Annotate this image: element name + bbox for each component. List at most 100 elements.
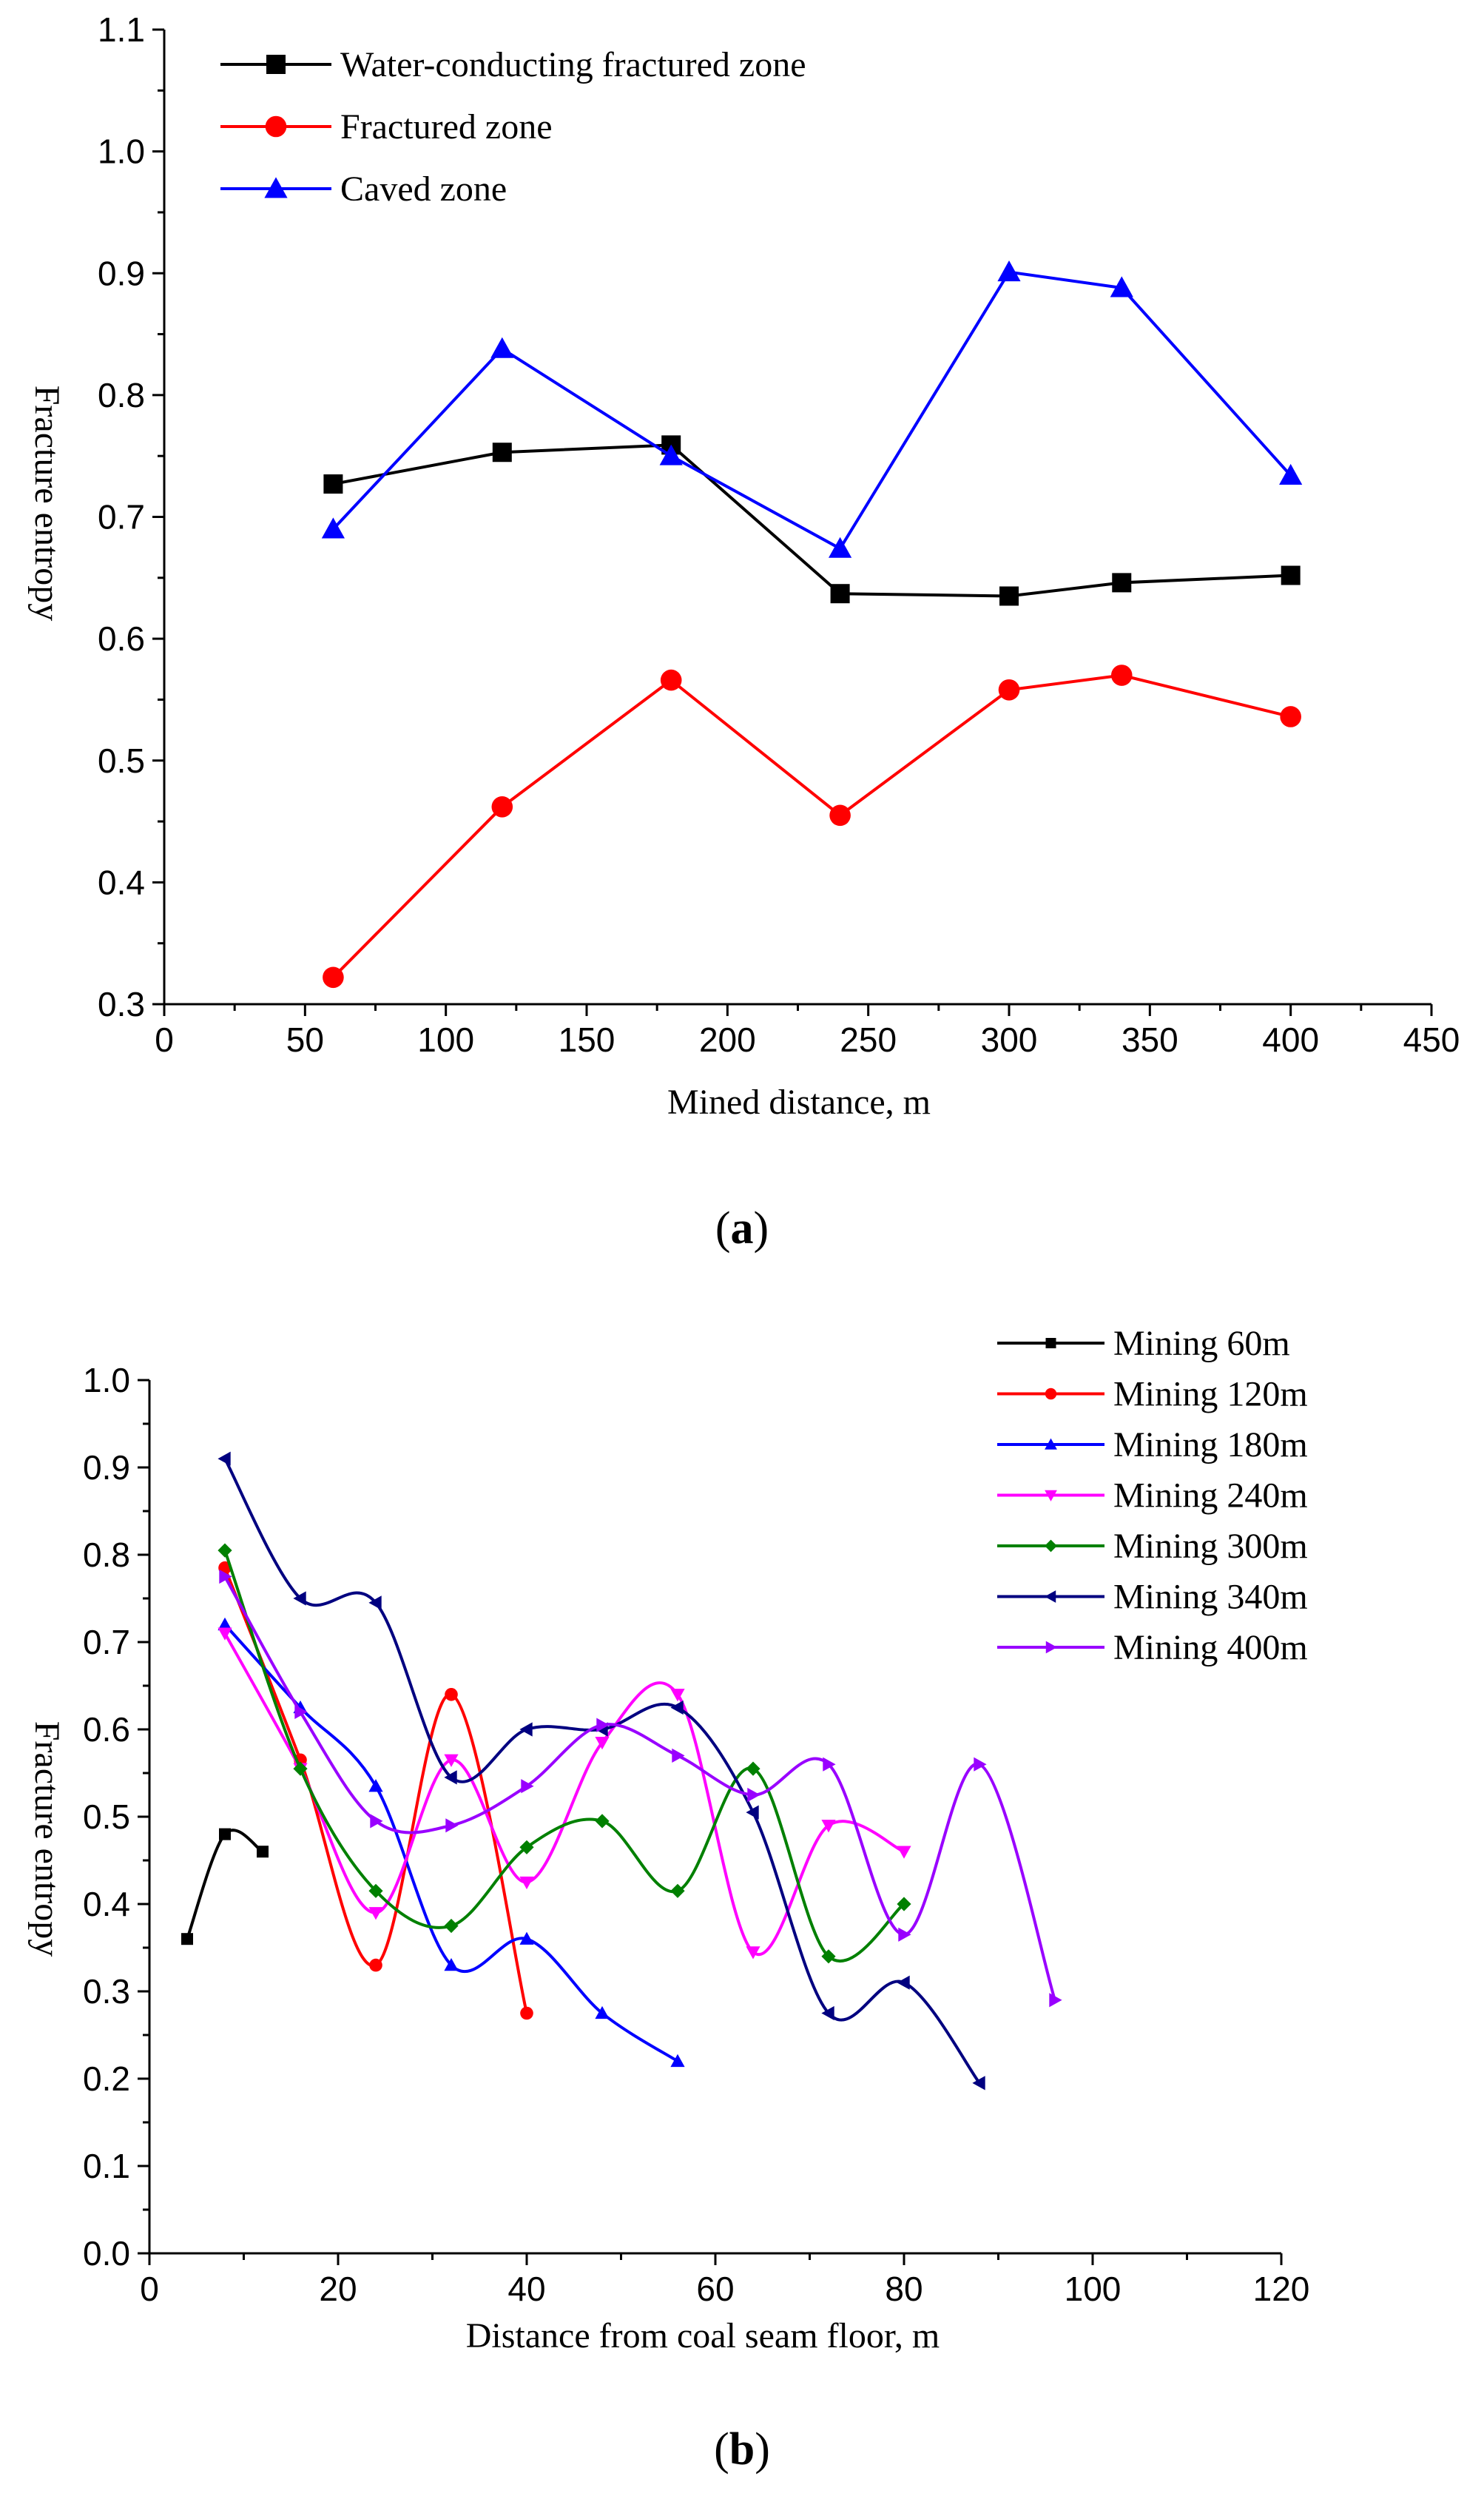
x-tick-label: 0 bbox=[155, 1020, 174, 1059]
data-point bbox=[321, 517, 345, 539]
data-point bbox=[181, 1933, 193, 1945]
data-point bbox=[369, 1958, 382, 1972]
data-point bbox=[444, 1958, 459, 1971]
data-point bbox=[370, 1814, 383, 1829]
legend-label: Caved zone bbox=[340, 169, 507, 209]
series-line bbox=[223, 1458, 981, 2085]
y-tick-label: 0.9 bbox=[83, 1448, 130, 1487]
data-point bbox=[670, 1883, 685, 1898]
y-tick-label: 0.5 bbox=[83, 1797, 130, 1836]
data-point bbox=[519, 1876, 534, 1890]
data-point bbox=[217, 1543, 232, 1558]
series-line bbox=[331, 270, 1292, 551]
data-point bbox=[972, 2076, 985, 2091]
caption-a: (a) bbox=[715, 1203, 769, 1254]
data-point bbox=[219, 1828, 231, 1840]
series-7 bbox=[219, 1569, 1062, 2008]
legend-item: Mining 240m bbox=[997, 1476, 1308, 1516]
y-tick-label: 0.4 bbox=[98, 863, 145, 901]
legend-label: Mining 340m bbox=[1113, 1578, 1308, 1617]
data-point bbox=[293, 1761, 308, 1776]
x-tick-label: 150 bbox=[559, 1020, 615, 1059]
data-point bbox=[997, 260, 1021, 282]
x-tick-label: 0 bbox=[140, 2270, 159, 2308]
data-point bbox=[823, 1757, 836, 1772]
series-5 bbox=[217, 1543, 911, 1964]
legend: Water-conducting fractured zone Fractured… bbox=[220, 45, 806, 209]
series-3 bbox=[321, 260, 1303, 558]
data-point bbox=[293, 1591, 306, 1606]
chart-a-ylabel: Fracture entropy bbox=[27, 386, 67, 622]
data-point bbox=[444, 1918, 459, 1934]
data-point bbox=[1112, 573, 1132, 593]
data-point bbox=[998, 679, 1020, 701]
data-point bbox=[257, 1846, 269, 1858]
series-1 bbox=[181, 1828, 269, 1945]
data-point bbox=[368, 1595, 382, 1610]
y-tick-label: 0.7 bbox=[83, 1623, 130, 1661]
x-tick-label: 100 bbox=[1065, 2270, 1122, 2308]
data-point bbox=[746, 1761, 760, 1776]
data-point bbox=[1110, 276, 1133, 297]
data-point bbox=[1049, 1993, 1062, 2008]
data-point bbox=[1279, 463, 1303, 485]
data-point bbox=[445, 1688, 458, 1701]
data-point bbox=[444, 1754, 459, 1767]
y-tick-label: 1.0 bbox=[98, 132, 145, 171]
series-3 bbox=[217, 1617, 685, 2068]
data-point bbox=[746, 1805, 759, 1820]
y-tick-label: 0.7 bbox=[98, 498, 145, 537]
x-tick-label: 120 bbox=[1253, 2270, 1310, 2308]
data-point bbox=[595, 1737, 610, 1750]
legend-item: Mining 120m bbox=[997, 1375, 1308, 1414]
data-point bbox=[445, 1818, 459, 1833]
data-point bbox=[821, 1820, 836, 1833]
x-tick-label: 50 bbox=[286, 1020, 324, 1059]
data-point bbox=[830, 584, 850, 604]
legend-label: Mining 400m bbox=[1113, 1628, 1308, 1667]
data-point bbox=[999, 586, 1019, 606]
y-tick-label: 0.2 bbox=[83, 2059, 130, 2098]
y-tick-label: 1.1 bbox=[98, 10, 145, 49]
series-line bbox=[223, 1632, 905, 1957]
chart-b-xlabel: Distance from coal seam floor, m bbox=[466, 2316, 940, 2355]
series-line bbox=[223, 1550, 905, 1963]
data-point bbox=[672, 1748, 685, 1763]
y-tick-label: 0.3 bbox=[98, 985, 145, 1023]
data-point bbox=[596, 1718, 610, 1732]
data-point bbox=[217, 1627, 232, 1641]
legend-marker bbox=[1045, 1539, 1057, 1553]
legend-label: Mining 240m bbox=[1113, 1476, 1308, 1516]
legend-marker bbox=[1045, 1641, 1057, 1654]
data-point bbox=[519, 1722, 533, 1737]
legend-marker bbox=[1045, 1438, 1057, 1450]
data-point bbox=[368, 1779, 383, 1792]
series-line bbox=[331, 673, 1292, 979]
data-point bbox=[492, 443, 512, 463]
data-point bbox=[595, 1814, 610, 1829]
data-point bbox=[1280, 706, 1301, 727]
x-tick-label: 60 bbox=[696, 2270, 734, 2308]
data-point bbox=[660, 669, 682, 691]
y-tick-label: 0.6 bbox=[98, 619, 145, 658]
data-point bbox=[829, 804, 851, 827]
series-2 bbox=[323, 665, 1301, 989]
data-point bbox=[897, 1897, 911, 1911]
legend-marker bbox=[1045, 1338, 1056, 1348]
legend-marker bbox=[264, 177, 288, 198]
y-tick-label: 0.4 bbox=[83, 1885, 130, 1923]
y-tick-label: 0.3 bbox=[83, 1972, 130, 2011]
y-tick-label: 0.5 bbox=[98, 741, 145, 780]
data-point bbox=[217, 1617, 232, 1631]
data-point bbox=[490, 337, 514, 358]
x-tick-label: 100 bbox=[417, 1020, 474, 1059]
data-point bbox=[368, 1907, 383, 1920]
data-point bbox=[829, 537, 852, 558]
series-1 bbox=[323, 435, 1301, 606]
legend-marker bbox=[1045, 1388, 1057, 1400]
data-point bbox=[1110, 665, 1133, 686]
legend-label: Mining 180m bbox=[1113, 1425, 1308, 1464]
data-point bbox=[821, 1949, 836, 1964]
data-point bbox=[897, 1846, 911, 1859]
series-line bbox=[186, 1829, 264, 1940]
